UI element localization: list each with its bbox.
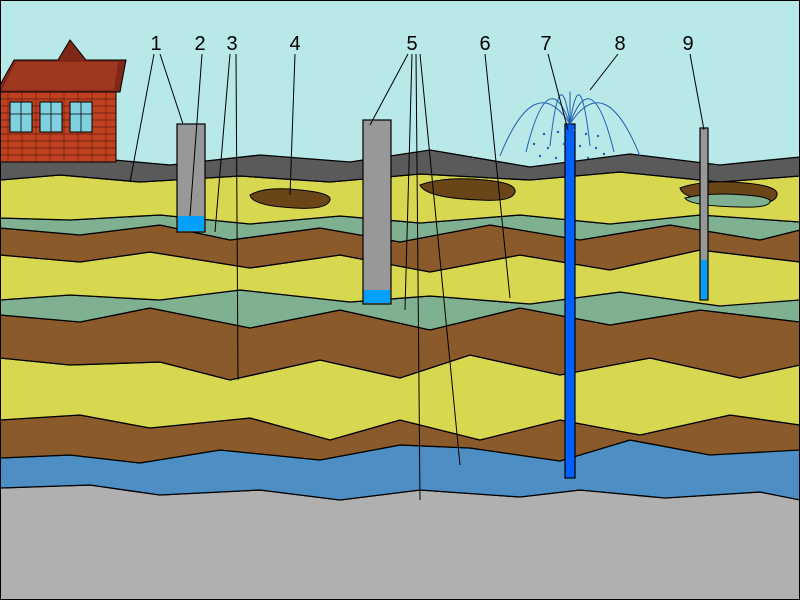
- fountain-drop: [571, 153, 573, 155]
- fountain-drop: [543, 133, 545, 135]
- label-7: 7: [540, 33, 551, 55]
- fountain-drop: [539, 155, 541, 157]
- well-shallow-2: [363, 120, 391, 304]
- label-1: 1: [150, 33, 161, 55]
- fountain-drop: [547, 147, 549, 149]
- fountain-drop: [563, 143, 565, 145]
- fountain-drop: [579, 145, 581, 147]
- label-6: 6: [479, 33, 490, 55]
- fountain-drop: [557, 131, 559, 133]
- fountain-drop: [555, 157, 557, 159]
- label-3: 3: [226, 33, 237, 55]
- label-9: 9: [682, 33, 693, 55]
- fountain-drop: [585, 133, 587, 135]
- geology-cross-section: 123456789: [0, 0, 800, 600]
- well-piezometer-water: [701, 260, 707, 299]
- label-8: 8: [614, 33, 625, 55]
- well-deep-pipe: [565, 124, 575, 478]
- label-4: 4: [289, 33, 300, 55]
- fountain-drop: [573, 129, 575, 131]
- label-2: 2: [194, 33, 205, 55]
- fountain-drop: [587, 157, 589, 159]
- fountain-drop: [533, 143, 535, 145]
- fountain-drop: [595, 147, 597, 149]
- well-shallow-1-water: [178, 216, 204, 231]
- well-shallow-1: [177, 124, 205, 232]
- label-5: 5: [406, 33, 417, 55]
- well-shallow-2-water: [364, 290, 390, 303]
- fountain-drop: [597, 135, 599, 137]
- layer-bedrock: [0, 485, 800, 600]
- fountain-drop: [603, 153, 605, 155]
